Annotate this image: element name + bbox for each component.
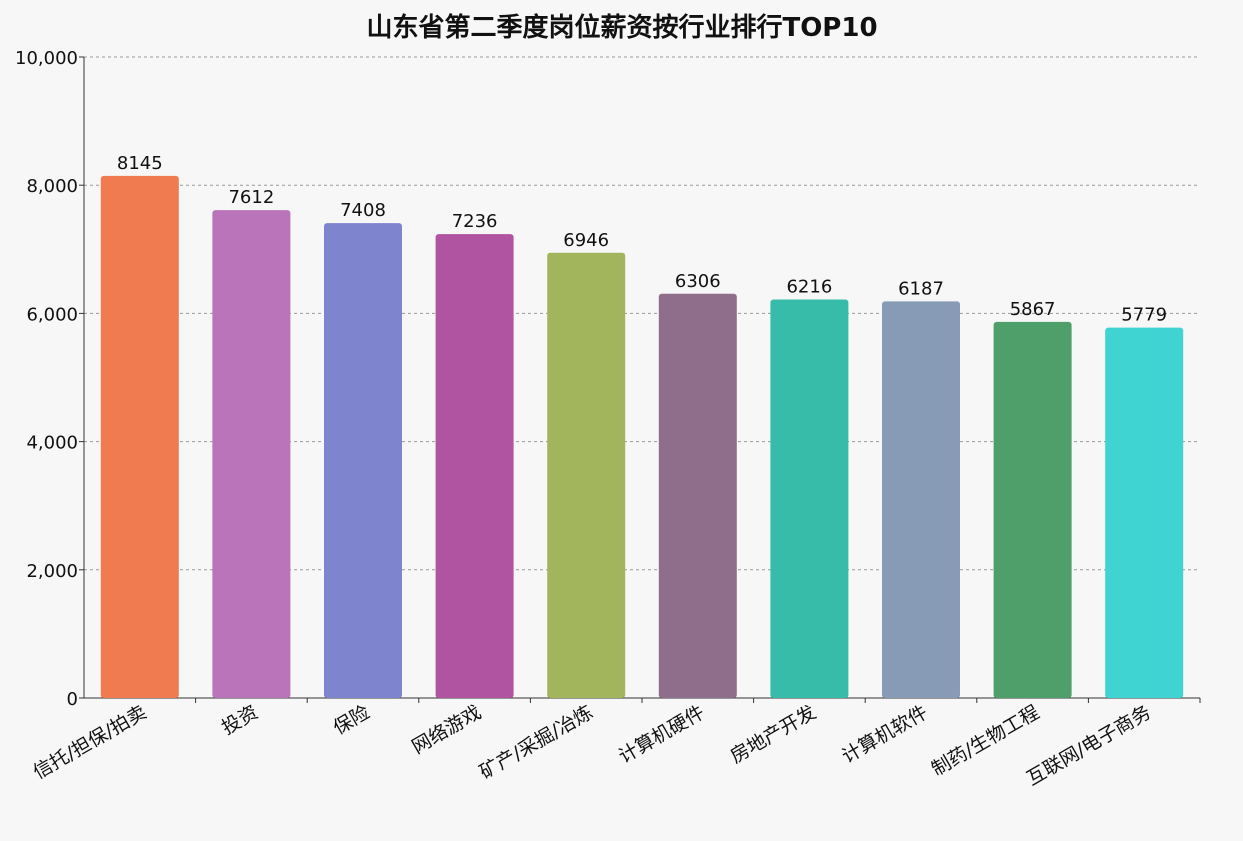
data-label: 6216 [786, 277, 832, 298]
bars [100, 175, 1184, 698]
bar [547, 252, 626, 698]
x-tick-label: 计算机硬件 [615, 701, 708, 768]
x-tick-label: 矿产/采掘/冶炼 [476, 701, 597, 783]
y-tick-label: 6,000 [26, 304, 78, 325]
x-tick-label: 信托/担保/拍卖 [29, 701, 150, 783]
bar [882, 301, 960, 698]
bar [993, 321, 1072, 698]
data-label: 6946 [563, 230, 609, 251]
y-tick-label: 8,000 [26, 176, 78, 197]
y-tick-label: 0 [67, 689, 78, 710]
x-tick-label: 网络游戏 [408, 701, 485, 758]
bar [435, 234, 514, 698]
y-tick-labels: 0 2,000 4,000 6,000 8,000 10,000 [15, 48, 78, 710]
data-label: 5867 [1010, 299, 1056, 320]
y-tick-label: 10,000 [15, 48, 78, 69]
data-label: 7408 [340, 200, 386, 221]
y-tick-label: 4,000 [26, 433, 78, 454]
x-tick-label: 房地产开发 [727, 701, 820, 768]
x-tick-label: 计算机软件 [838, 701, 931, 768]
bar [658, 293, 737, 698]
data-label: 7236 [452, 211, 498, 232]
bar [324, 223, 402, 698]
x-tick-label: 保险 [330, 701, 374, 739]
data-label: 7612 [228, 187, 274, 208]
bar [1105, 327, 1184, 698]
bar [212, 210, 291, 698]
data-labels: 8145 7612 7408 7236 6946 6306 6216 6187 5867 5779 [117, 153, 1167, 326]
x-tick-label: 互联网/电子商务 [1023, 701, 1155, 790]
bar [770, 299, 849, 698]
data-label: 8145 [117, 153, 163, 174]
y-tick-label: 2,000 [26, 561, 78, 582]
chart-title: 山东省第二季度岗位薪资按行业排行TOP10 [366, 12, 877, 43]
x-tick-label: 投资 [218, 701, 262, 739]
data-label: 6187 [898, 278, 944, 299]
data-label: 6306 [675, 271, 721, 292]
bar [100, 175, 179, 698]
data-label: 5779 [1121, 305, 1167, 326]
